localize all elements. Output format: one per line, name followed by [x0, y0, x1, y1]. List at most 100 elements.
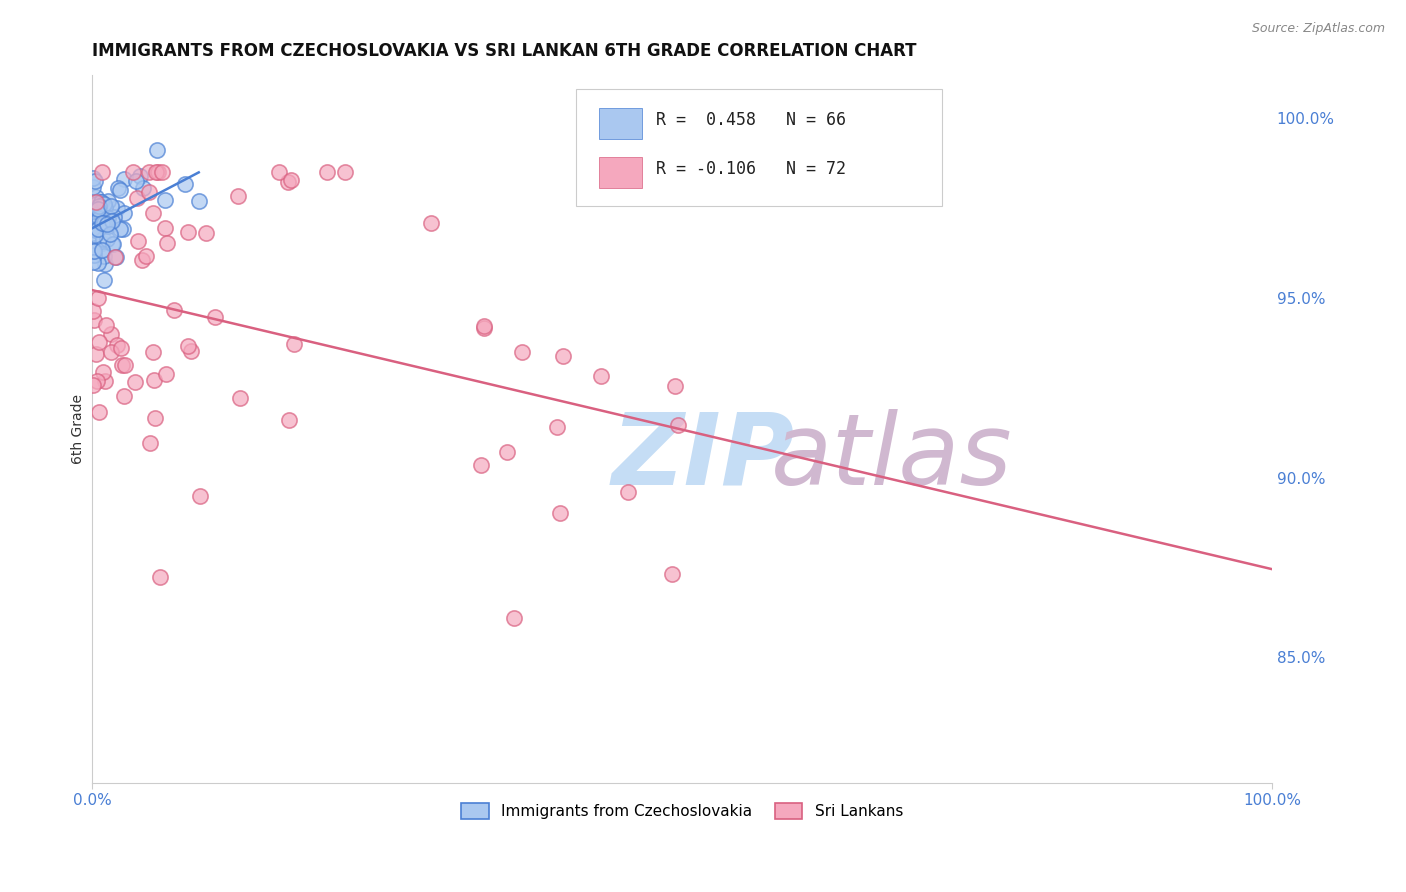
Point — [591, 369, 613, 384]
Point — [94, 318, 117, 333]
Point — [103, 237, 125, 252]
Point — [97, 194, 120, 209]
Point — [127, 191, 149, 205]
Point — [150, 165, 173, 179]
Point — [112, 206, 135, 220]
Point — [142, 345, 165, 359]
Point — [156, 236, 179, 251]
Point — [174, 177, 197, 191]
Point — [87, 199, 110, 213]
Point — [91, 219, 114, 233]
Point — [93, 273, 115, 287]
Point — [176, 338, 198, 352]
Point — [283, 337, 305, 351]
Point — [112, 171, 135, 186]
Point — [204, 310, 226, 324]
Point — [129, 169, 152, 183]
Point — [472, 321, 495, 335]
Point — [153, 221, 176, 235]
Point — [89, 211, 111, 225]
Point — [122, 165, 145, 179]
FancyBboxPatch shape — [576, 89, 942, 206]
Point — [100, 199, 122, 213]
Point — [146, 165, 169, 179]
Point — [546, 420, 568, 434]
Point — [269, 165, 291, 179]
Point — [82, 378, 104, 392]
Point — [138, 185, 160, 199]
Point — [143, 373, 166, 387]
Point — [89, 221, 111, 235]
Point — [90, 195, 112, 210]
Point — [277, 175, 299, 189]
Point — [90, 165, 112, 179]
Point — [96, 232, 118, 246]
Point — [125, 174, 148, 188]
Point — [176, 225, 198, 239]
Point — [333, 165, 356, 179]
Point — [83, 248, 105, 262]
Point — [550, 506, 572, 520]
Text: R = -0.106   N = 72: R = -0.106 N = 72 — [657, 161, 846, 178]
Point — [111, 222, 134, 236]
Point — [86, 195, 108, 210]
Point — [153, 193, 176, 207]
Point — [82, 226, 104, 240]
Point — [420, 216, 443, 230]
Y-axis label: 6th Grade: 6th Grade — [72, 394, 86, 464]
Point — [138, 165, 160, 179]
Point — [82, 170, 104, 185]
Point — [132, 181, 155, 195]
Point — [97, 211, 120, 225]
Point — [101, 213, 124, 227]
Point — [83, 313, 105, 327]
Point — [86, 374, 108, 388]
Point — [146, 143, 169, 157]
Point — [105, 337, 128, 351]
Point — [94, 256, 117, 270]
Point — [100, 327, 122, 342]
Point — [91, 243, 114, 257]
Point — [87, 291, 110, 305]
Point — [105, 250, 128, 264]
Point — [91, 232, 114, 246]
Point — [93, 215, 115, 229]
Text: ZIP: ZIP — [612, 409, 794, 506]
Point — [90, 195, 112, 210]
Point — [474, 319, 496, 334]
Point — [104, 250, 127, 264]
Point — [83, 244, 105, 258]
Point — [187, 194, 209, 209]
Point — [93, 249, 115, 263]
Point — [83, 219, 105, 233]
Point — [94, 375, 117, 389]
Point — [91, 216, 114, 230]
Point — [108, 183, 131, 197]
Point — [107, 181, 129, 195]
Point — [495, 445, 517, 459]
Point — [93, 366, 115, 380]
Point — [84, 190, 107, 204]
Point — [503, 611, 526, 625]
Point — [84, 347, 107, 361]
Point — [87, 221, 110, 235]
Point — [195, 227, 218, 241]
Point — [83, 227, 105, 242]
Point — [94, 198, 117, 212]
Point — [114, 358, 136, 372]
Point — [124, 375, 146, 389]
FancyBboxPatch shape — [599, 157, 643, 188]
Point — [188, 489, 211, 503]
Point — [105, 201, 128, 215]
Point — [661, 566, 683, 581]
Point — [228, 189, 250, 203]
Point — [616, 485, 638, 500]
Point — [83, 223, 105, 237]
FancyBboxPatch shape — [599, 108, 643, 139]
Point — [110, 341, 132, 355]
Point — [97, 219, 120, 233]
Point — [84, 223, 107, 237]
Point — [108, 222, 131, 236]
Point — [280, 173, 302, 187]
Point — [90, 244, 112, 258]
